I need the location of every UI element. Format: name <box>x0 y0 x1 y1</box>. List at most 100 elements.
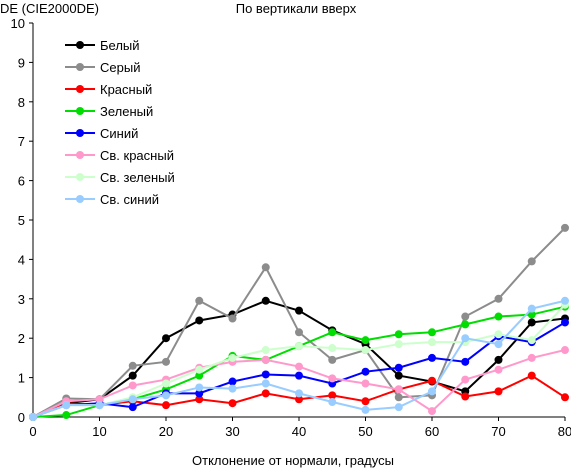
data-point <box>328 355 337 364</box>
data-point <box>461 375 470 384</box>
y-tick-label: 1 <box>18 371 25 386</box>
legend-marker <box>76 151 84 159</box>
data-point <box>261 355 270 364</box>
axes: 0 1 2 3 4 5 6 7 8 9 10 0 10 20 30 40 50 60 70 80 <box>11 16 571 439</box>
y-tick-label: 3 <box>18 292 25 307</box>
legend-marker <box>76 195 84 203</box>
data-point <box>561 346 569 355</box>
series-св-синий <box>29 296 569 421</box>
legend-item: Св. зеленый <box>65 170 175 185</box>
legend: Белый Серый Красный Зеленый Синий Св. красный… <box>65 38 175 207</box>
data-point <box>128 381 137 390</box>
data-point <box>195 316 204 325</box>
data-point <box>295 389 303 398</box>
data-point <box>295 306 303 315</box>
data-point <box>295 342 303 351</box>
legend-marker <box>76 173 84 181</box>
data-point <box>195 296 204 305</box>
data-point <box>261 379 270 388</box>
data-point <box>428 407 436 416</box>
data-point <box>361 379 370 388</box>
data-point <box>295 371 303 380</box>
data-point <box>328 398 337 407</box>
data-point <box>361 397 370 406</box>
data-point <box>195 383 204 392</box>
data-point <box>394 340 403 349</box>
legend-label: Св. синий <box>100 192 159 207</box>
data-point <box>527 353 536 362</box>
x-tick-label: 80 <box>558 424 571 439</box>
data-point <box>195 395 204 404</box>
data-point <box>494 355 503 364</box>
x-axis-title: Отклонение от нормали, градусы <box>192 453 394 468</box>
data-point <box>428 338 436 347</box>
data-point <box>561 296 569 305</box>
data-point <box>461 334 470 343</box>
legend-item: Синий <box>65 126 138 141</box>
data-point <box>162 401 170 410</box>
legend-marker <box>76 85 84 93</box>
x-tick-label: 0 <box>29 424 36 439</box>
y-tick-label: 0 <box>18 410 25 425</box>
data-point <box>361 346 370 355</box>
legend-label: Красный <box>100 82 152 97</box>
legend-item: Св. красный <box>65 148 174 163</box>
y-tick-label: 9 <box>18 55 25 70</box>
data-point <box>162 379 170 388</box>
data-point <box>261 346 270 355</box>
data-point <box>228 377 237 386</box>
data-point <box>128 395 137 404</box>
x-tick-label: 60 <box>425 424 439 439</box>
data-point <box>95 401 104 410</box>
data-point <box>394 393 403 402</box>
data-point <box>295 362 303 371</box>
legend-item: Серый <box>65 60 140 75</box>
series-line <box>32 349 566 418</box>
y-tick-label: 10 <box>11 16 25 31</box>
data-point <box>494 294 503 303</box>
data-point <box>195 371 204 380</box>
data-point <box>494 340 503 349</box>
data-point <box>561 223 569 232</box>
data-point <box>527 318 536 327</box>
data-point <box>394 385 403 394</box>
data-point <box>295 395 303 404</box>
data-point <box>494 312 503 321</box>
data-point <box>228 399 237 408</box>
legend-label: Зеленый <box>100 104 153 119</box>
data-point <box>561 393 569 402</box>
data-point <box>328 374 337 383</box>
data-point <box>261 296 270 305</box>
data-point <box>328 344 337 353</box>
data-point <box>527 310 536 319</box>
data-point <box>261 389 270 398</box>
data-point <box>527 304 536 313</box>
data-point <box>461 357 470 366</box>
y-tick-label: 7 <box>18 134 25 149</box>
data-point <box>29 413 37 421</box>
data-point <box>361 367 370 376</box>
data-point <box>328 391 337 400</box>
data-point <box>561 318 569 327</box>
data-point <box>428 328 436 337</box>
legend-marker <box>76 41 84 49</box>
legend-label: Синий <box>100 126 138 141</box>
legend-marker <box>76 129 84 137</box>
data-point <box>494 387 503 396</box>
y-tick-label: 6 <box>18 174 25 189</box>
x-tick-label: 50 <box>358 424 372 439</box>
data-point <box>228 314 237 323</box>
data-point <box>162 334 170 343</box>
legend-marker <box>76 63 84 71</box>
x-tick-label: 20 <box>159 424 173 439</box>
data-point <box>62 411 71 420</box>
data-point <box>128 371 137 380</box>
data-point <box>295 328 303 337</box>
data-point <box>228 353 237 362</box>
data-point <box>494 330 503 339</box>
data-point <box>195 389 204 398</box>
y-tick-label: 5 <box>18 213 25 228</box>
legend-label: Серый <box>100 60 140 75</box>
